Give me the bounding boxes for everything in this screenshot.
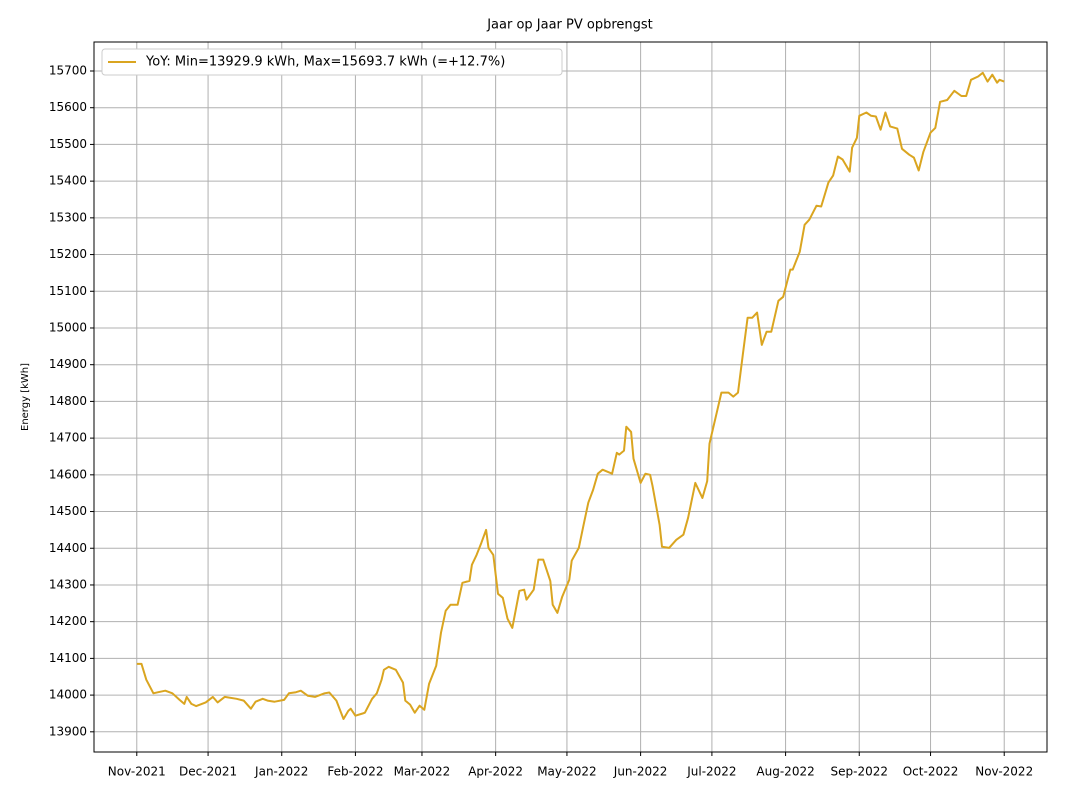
x-tick-label: Apr-2022 [468,765,523,779]
y-tick-label: 15100 [49,284,87,298]
y-tick-label: 14100 [49,651,87,665]
x-tick-label: Mar-2022 [394,765,451,779]
x-tick-label: Jan-2022 [254,765,308,779]
x-tick-label: Dec-2021 [179,765,237,779]
x-tick-label: Aug-2022 [756,765,814,779]
y-tick-label: 14200 [49,614,87,628]
x-tick-label: Feb-2022 [327,765,383,779]
y-tick-label: 14800 [49,394,87,408]
x-tick-label: Jun-2022 [613,765,668,779]
y-tick-label: 15200 [49,247,87,261]
y-tick-label: 14600 [49,467,87,481]
plot-frame [93,41,1048,753]
x-tick-label: Oct-2022 [903,765,959,779]
legend: YoY: Min=13929.9 kWh, Max=15693.7 kWh (=… [101,48,563,76]
y-tick-label: 14400 [49,541,87,555]
y-tick-label: 13900 [49,724,87,738]
y-tick-label: 15500 [49,137,87,151]
legend-box [101,48,563,76]
y-tick-label: 15700 [49,64,87,78]
y-tick-label: 14300 [49,577,87,591]
y-tick-label: 14900 [49,357,87,371]
x-tick-label: Jul-2022 [686,765,736,779]
y-tick-label: 14700 [49,431,87,445]
data-line [136,71,1005,720]
x-tick-label: Sep-2022 [831,765,889,779]
y-axis-label: Energy [kWh] [20,363,31,431]
x-tick-label: Nov-2021 [108,765,166,779]
y-tick-label: 15300 [49,210,87,224]
y-tick-label: 15600 [49,100,87,114]
y-tick-label: 14500 [49,504,87,518]
y-tick-label: 15400 [49,174,87,188]
x-tick-label: Nov-2022 [975,765,1033,779]
y-tick-label: 14000 [49,688,87,702]
chart-title: Jaar op Jaar PV opbrengst [486,18,653,33]
legend-label: YoY: Min=13929.9 kWh, Max=15693.7 kWh (=… [145,55,505,70]
x-tick-label: May-2022 [537,765,596,779]
y-tick-label: 15000 [49,320,87,334]
